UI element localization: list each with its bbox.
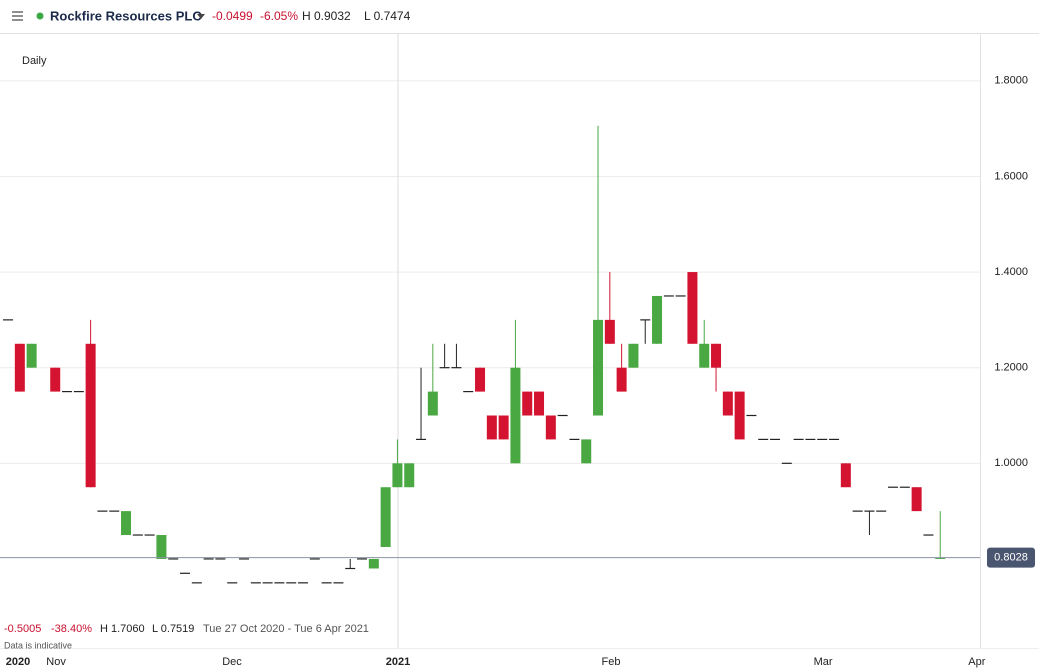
candle-body <box>368 558 379 569</box>
period-range: Tue 27 Oct 2020 - Tue 6 Apr 2021 <box>203 623 369 635</box>
candle-body <box>687 272 698 344</box>
y-tick-label: 1.6000 <box>994 170 1028 182</box>
candle-body <box>616 367 627 392</box>
candle-body <box>26 343 37 368</box>
candle-body <box>380 487 391 547</box>
candle-body <box>522 391 533 416</box>
x-tick-label: Feb <box>602 656 621 668</box>
candle-body <box>85 343 96 488</box>
candle-body <box>581 439 592 464</box>
data-note: Data is indicative <box>4 640 72 650</box>
menu-icon[interactable] <box>12 11 23 21</box>
status-dot <box>36 12 44 20</box>
candle-body <box>699 343 710 368</box>
candle-body <box>604 319 615 344</box>
candle-body <box>121 511 132 536</box>
candle-body <box>475 367 486 392</box>
plot: 1.0000 1.2000 1.4000 1.6000 1.8000 2020 Nov Dec… <box>0 33 1035 668</box>
candle-body <box>628 343 639 368</box>
period-high: H 1.7060 <box>100 623 145 635</box>
x-tick-label: Apr <box>968 656 985 668</box>
y-tick-label: 1.0000 <box>994 457 1028 469</box>
period-change-pct: -38.40% <box>51 623 92 635</box>
dropdown-caret[interactable] <box>197 14 205 19</box>
candle-body <box>711 343 722 368</box>
change: -0.0499 <box>212 9 253 23</box>
interval[interactable]: Daily <box>22 55 47 67</box>
instrument-name[interactable]: Rockfire Resources PLC <box>50 8 202 23</box>
candle-body <box>593 319 604 416</box>
candle-body <box>392 463 403 488</box>
candle-body <box>534 391 545 416</box>
last-price-label: 0.8028 <box>994 552 1028 564</box>
candle-body <box>404 463 415 488</box>
candle-body <box>156 535 167 559</box>
y-tick-label: 1.8000 <box>994 75 1028 87</box>
candle-body <box>510 367 521 464</box>
candle-body <box>427 391 438 416</box>
candle-body <box>840 463 851 488</box>
candle-body <box>911 487 922 512</box>
x-tick-label: 2020 <box>6 656 30 668</box>
high: H 0.9032 <box>302 9 351 23</box>
change-pct: -6.05% <box>260 9 298 23</box>
low: L 0.7474 <box>364 9 411 23</box>
candle-body <box>935 557 946 559</box>
candle-body <box>734 391 745 440</box>
last-price-box <box>987 547 1035 568</box>
period-change: -0.5005 <box>4 623 41 635</box>
candle-body <box>498 415 509 440</box>
x-tick-label: Mar <box>814 656 833 668</box>
y-tick-label: 1.2000 <box>994 362 1028 374</box>
candle-body <box>14 343 25 392</box>
x-tick-label: 2021 <box>386 656 410 668</box>
candle-body <box>722 391 733 416</box>
candle-body <box>652 295 663 344</box>
candle-body <box>545 415 556 440</box>
y-tick-label: 1.4000 <box>994 266 1028 278</box>
candle-body <box>486 415 497 440</box>
period-low: L 0.7519 <box>152 623 194 635</box>
x-tick-label: Nov <box>46 656 66 668</box>
x-tick-label: Dec <box>222 656 242 668</box>
candle-body <box>50 367 61 392</box>
